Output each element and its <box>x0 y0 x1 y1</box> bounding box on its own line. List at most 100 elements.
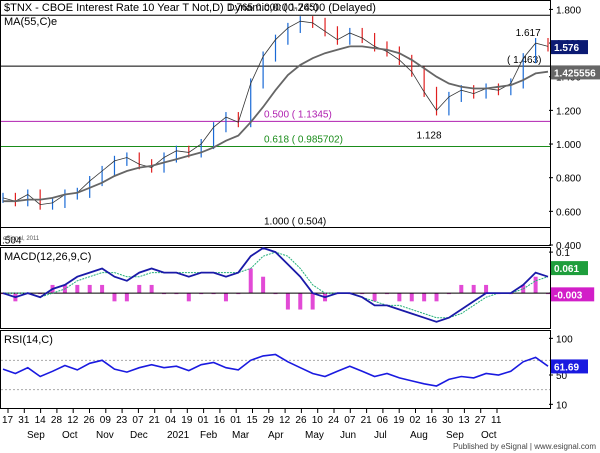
footer-text: Published by eSignal | www.esignal.com <box>453 442 596 451</box>
macd-histogram-bar <box>422 293 427 302</box>
price-ytick-label: 0.800 <box>556 174 581 185</box>
price-value-badge <box>551 40 588 55</box>
macd-histogram-bar <box>372 293 377 302</box>
x-tick-day: 10 <box>312 415 324 426</box>
price-ytick-label: 1.800 <box>556 5 581 16</box>
price-ytick-label: 0.600 <box>556 207 581 218</box>
macd-histogram-bar <box>285 293 290 310</box>
price-level-label: 1.765 0.000 ( 1.765) <box>228 2 318 13</box>
x-tick-day: 26 <box>84 415 96 426</box>
rsi-line <box>2 353 549 387</box>
macd-histogram-bar <box>124 293 129 302</box>
price-value-badge <box>551 65 600 80</box>
x-month-label: Nov <box>96 430 114 441</box>
x-tick-day: 13 <box>458 415 470 426</box>
chart-title: $TNX - CBOE Interest Rate 10 Year T Not,… <box>4 2 376 14</box>
x-tick-day: 01 <box>198 415 210 426</box>
macd-histogram-bar <box>100 284 105 294</box>
x-month-label: 2021 <box>167 430 190 441</box>
macd-title: MACD(12,26,9,C) <box>4 251 91 263</box>
macd-ytick-label: 0.1 <box>556 248 570 259</box>
x-month-label: Feb <box>200 430 218 441</box>
macd-histogram-bar <box>87 284 92 294</box>
x-month-label: Oct <box>62 430 78 441</box>
x-tick-day: 16 <box>214 415 226 426</box>
ma-line <box>3 45 549 203</box>
price-annotation: 1.128 <box>417 130 442 141</box>
x-axis: 17 31 14 28 12 26 09 23 07 21 04 19 01 16 01 15 29 12 26 10… <box>2 409 502 441</box>
x-month-label: Oct <box>481 430 497 441</box>
macd-histogram-bar <box>471 284 476 294</box>
price-level-label: 0.500 ( 1.1345) <box>264 109 332 120</box>
x-month-label: Sep <box>27 430 45 441</box>
macd-histogram-bar <box>75 284 80 294</box>
price-value-badge-label: 1.576 <box>554 43 579 54</box>
x-tick-day: 17 <box>2 415 14 426</box>
price-level-label: 0.618 ( 0.985702) <box>264 134 343 145</box>
x-tick-day: 23 <box>116 415 128 426</box>
x-tick-day: 21 <box>149 415 161 426</box>
x-tick-day: 27 <box>475 415 487 426</box>
price-ytick-label: 1.000 <box>556 140 581 151</box>
x-tick-day: 02 <box>410 415 422 426</box>
rsi-panel: 100 50 10 RSI(14,C) 61.69 <box>1 334 588 411</box>
macd-value-badge <box>551 261 588 276</box>
price-annotation: .504 <box>2 235 22 246</box>
macd-histogram-bar <box>521 284 526 294</box>
price-panel-frame <box>0 0 551 246</box>
x-tick-day: 06 <box>377 415 389 426</box>
price-level-label: ( 1.463) <box>507 55 541 66</box>
macd-line <box>2 247 549 323</box>
rsi-value-badge-label: 61.69 <box>554 362 579 373</box>
macd-histogram-bar <box>186 293 191 302</box>
x-month-label: Sep <box>446 430 464 441</box>
macd-value-badge-label: 0.061 <box>554 264 579 275</box>
macd-histogram-bar <box>248 268 253 294</box>
watermark-text: eSignal, 2011 <box>3 236 40 242</box>
x-month-label: May <box>305 430 324 441</box>
x-tick-day: 26 <box>295 415 307 426</box>
x-tick-day: 30 <box>442 415 454 426</box>
macd-histogram-bar <box>112 293 117 302</box>
rsi-ytick-label: 50 <box>556 371 568 382</box>
macd-histogram-bar <box>310 293 315 310</box>
x-month-label: Mar <box>232 430 250 441</box>
ma-label: MA(55,C)e <box>4 16 57 28</box>
x-tick-day: 07 <box>344 415 356 426</box>
macd-histogram-bar <box>484 284 489 294</box>
price-value-badge-label: 1.425556 <box>554 68 596 79</box>
x-tick-day: 21 <box>361 415 373 426</box>
x-tick-day: 19 <box>181 415 193 426</box>
macd-histogram-bar <box>149 284 154 294</box>
price-panel: 1.8001.6001.4001.2001.0000.8000.6000.400… <box>1 2 600 252</box>
rsi-ytick-label: 100 <box>556 334 573 345</box>
macd-panel: 0.10MACD(12,26,9,C)0.061-0.003 <box>1 247 595 323</box>
macd-histogram-bar <box>223 293 228 302</box>
x-month-label: Aug <box>410 430 428 441</box>
macd-histogram-bar <box>137 284 142 294</box>
macd-value-badge-label: -0.003 <box>554 290 583 301</box>
x-tick-day: 09 <box>100 415 112 426</box>
rsi-panel-frame <box>0 330 551 409</box>
rsi-title: RSI(14,C) <box>4 334 53 346</box>
price-level-label: 1.000 ( 0.504) <box>264 216 326 227</box>
x-tick-day: 12 <box>279 415 291 426</box>
price-annotation: 1.617 <box>516 28 541 39</box>
price-ytick-label: 1.200 <box>556 106 581 117</box>
x-month-label: Dec <box>130 430 148 441</box>
macd-histogram-bar <box>434 293 439 302</box>
macd-histogram-bar <box>409 293 414 302</box>
macd-histogram-bar <box>533 276 538 294</box>
macd-histogram-bar <box>397 293 402 302</box>
x-tick-day: 01 <box>230 415 242 426</box>
x-tick-day: 04 <box>165 415 177 426</box>
price-line <box>2 20 549 206</box>
x-month-label: Jun <box>340 430 356 441</box>
x-tick-day: 14 <box>35 415 47 426</box>
x-tick-day: 28 <box>51 415 63 426</box>
x-tick-day: 07 <box>132 415 144 426</box>
x-tick-day: 29 <box>263 415 275 426</box>
rsi-value-badge <box>551 359 588 374</box>
